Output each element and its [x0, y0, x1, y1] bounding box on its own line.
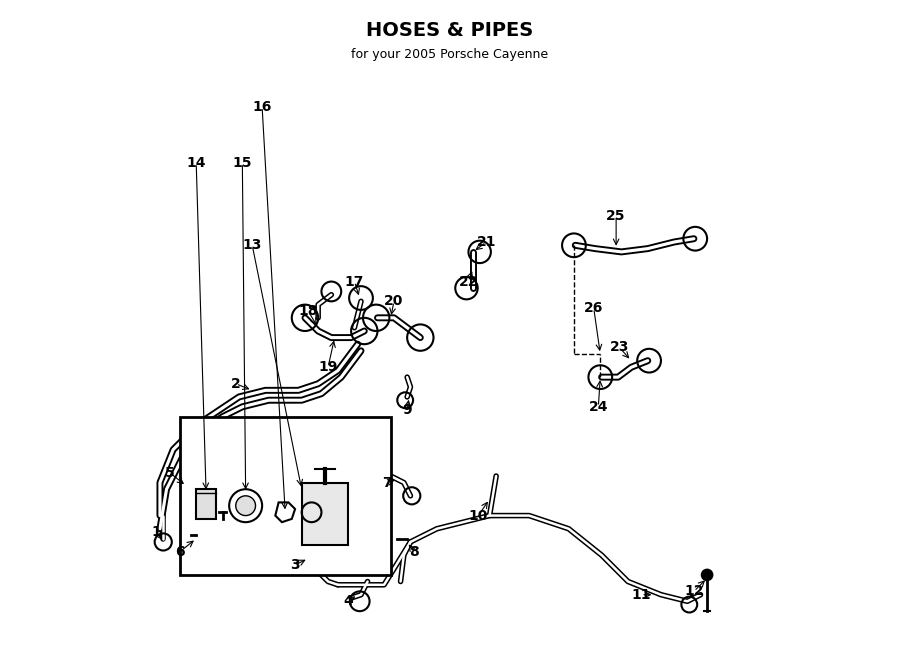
Text: 23: 23: [609, 340, 629, 354]
Text: 2: 2: [231, 377, 240, 391]
Bar: [196, 519, 242, 552]
Bar: [180, 416, 391, 575]
Text: 11: 11: [632, 588, 651, 602]
Circle shape: [702, 569, 713, 580]
Bar: [302, 483, 347, 545]
Text: 24: 24: [589, 400, 608, 414]
Text: 21: 21: [476, 235, 496, 249]
Circle shape: [236, 496, 256, 516]
Text: 14: 14: [186, 156, 206, 170]
Text: 4: 4: [343, 594, 353, 608]
Text: 25: 25: [607, 209, 625, 222]
Text: 15: 15: [232, 156, 252, 170]
Text: HOSES & PIPES: HOSES & PIPES: [366, 21, 534, 40]
Bar: [200, 522, 239, 549]
Text: 12: 12: [684, 585, 704, 598]
Text: 10: 10: [469, 508, 488, 522]
Text: 5: 5: [165, 466, 175, 480]
Text: 13: 13: [242, 238, 262, 252]
Text: 22: 22: [459, 275, 478, 289]
Text: 9: 9: [402, 403, 412, 417]
Text: 8: 8: [409, 545, 419, 559]
Text: 7: 7: [382, 475, 392, 490]
Text: 3: 3: [291, 558, 300, 572]
Bar: [196, 489, 216, 519]
Text: 26: 26: [584, 301, 603, 315]
Text: 18: 18: [299, 305, 318, 318]
Text: 6: 6: [175, 545, 184, 559]
Text: 17: 17: [345, 275, 364, 289]
Text: 1: 1: [152, 525, 161, 539]
Circle shape: [185, 532, 192, 539]
Text: 20: 20: [384, 295, 404, 308]
Text: for your 2005 Porsche Cayenne: for your 2005 Porsche Cayenne: [351, 48, 549, 60]
Text: 19: 19: [319, 360, 338, 374]
Text: 16: 16: [252, 100, 272, 114]
